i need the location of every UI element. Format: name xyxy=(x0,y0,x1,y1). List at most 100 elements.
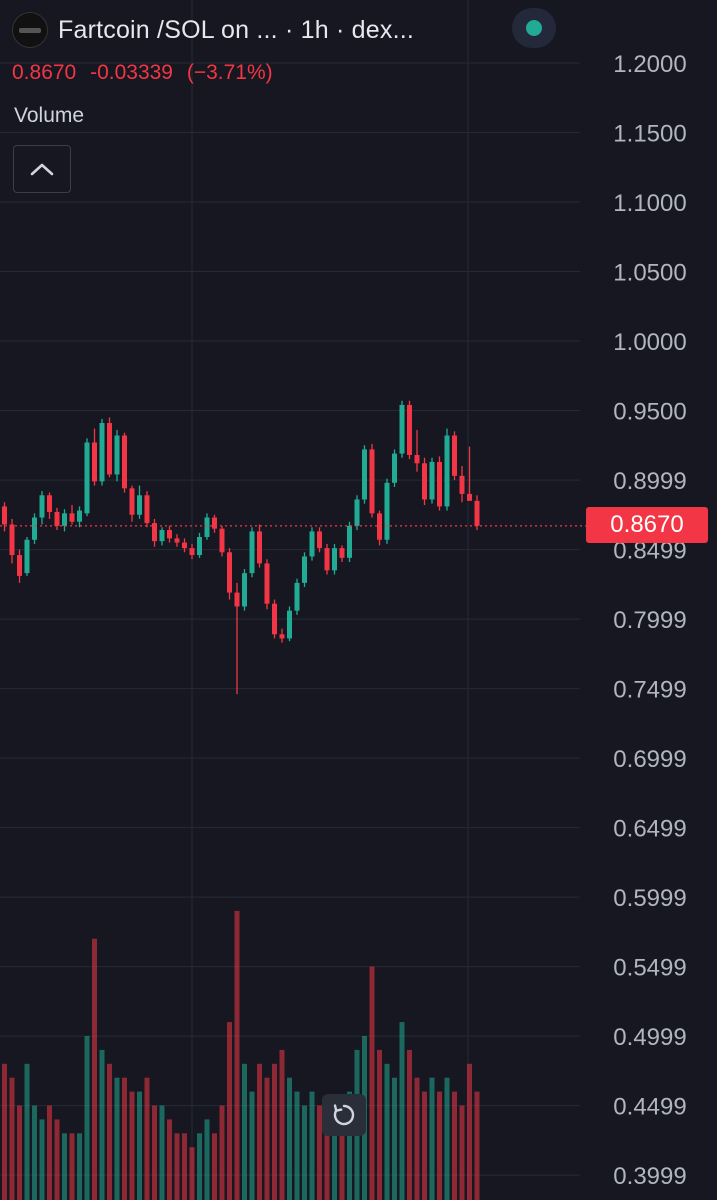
volume-bar xyxy=(62,1133,67,1200)
candle xyxy=(302,552,307,588)
candle xyxy=(377,510,382,546)
volume-bar xyxy=(377,1049,382,1200)
candle xyxy=(152,518,157,547)
candle xyxy=(242,568,247,611)
volume-bar xyxy=(384,1063,390,1200)
candle xyxy=(474,495,480,531)
candle xyxy=(144,491,150,528)
reset-chart-button[interactable] xyxy=(322,1094,366,1136)
candle xyxy=(84,438,90,517)
candle xyxy=(437,456,442,511)
volume-bar xyxy=(414,1077,420,1200)
candle xyxy=(47,492,52,519)
candle xyxy=(99,418,105,486)
candle xyxy=(137,485,142,519)
candle xyxy=(414,429,420,472)
volume-bar xyxy=(159,1105,165,1200)
candle xyxy=(114,429,120,482)
volume-bar xyxy=(122,1077,127,1200)
y-tick-label: 1.1000 xyxy=(613,190,686,217)
candle xyxy=(257,524,262,568)
volume-bar xyxy=(324,1119,330,1200)
volume-bar xyxy=(264,1077,270,1200)
candlestick-series xyxy=(2,400,480,695)
candle xyxy=(39,491,45,525)
y-tick-label: 1.2000 xyxy=(613,51,686,78)
candle xyxy=(332,543,337,575)
status-button[interactable] xyxy=(512,8,556,48)
last-price-tag: 0.8670 xyxy=(586,507,708,543)
volume-bar xyxy=(47,1105,52,1200)
symbol-title[interactable]: Fartcoin /SOL on ... · 1h · dex... xyxy=(58,15,415,44)
volume-bar xyxy=(234,910,240,1200)
volume-bar xyxy=(437,1091,442,1200)
volume-bar xyxy=(77,1133,82,1200)
volume-bar xyxy=(24,1063,30,1200)
candle xyxy=(17,549,22,583)
volume-bar xyxy=(92,938,97,1200)
candle xyxy=(234,582,240,695)
volume-indicator-label[interactable]: Volume xyxy=(14,104,85,127)
y-tick-label: 0.4999 xyxy=(613,1024,686,1051)
volume-bar xyxy=(392,1077,397,1200)
candle xyxy=(54,507,60,531)
candle xyxy=(287,606,292,642)
volume-bar xyxy=(137,1091,142,1200)
candle xyxy=(2,502,7,532)
y-tick-label: 0.6999 xyxy=(613,746,686,773)
y-tick-label: 0.8999 xyxy=(613,468,686,495)
volume-bar xyxy=(444,1077,450,1200)
volume-bar xyxy=(167,1119,172,1200)
candle xyxy=(159,527,165,546)
volume-bar xyxy=(317,1105,322,1200)
candle xyxy=(279,628,285,643)
candle xyxy=(204,513,210,540)
volume-bar xyxy=(294,1091,300,1200)
collapse-button[interactable] xyxy=(13,145,71,193)
volume-bar xyxy=(242,1063,247,1200)
volume-bar xyxy=(287,1077,292,1200)
candle xyxy=(362,445,367,504)
volume-bar xyxy=(197,1133,202,1200)
volume-bar xyxy=(227,1022,232,1200)
volume-bar xyxy=(249,1091,255,1200)
candle xyxy=(369,443,375,518)
y-tick-label: 1.0500 xyxy=(613,260,686,287)
volume-bar xyxy=(114,1077,120,1200)
price-change-percent: (−3.71%) xyxy=(186,61,273,84)
candle xyxy=(399,400,405,458)
y-tick-label: 0.7499 xyxy=(613,677,686,704)
y-tick-label: 1.0000 xyxy=(613,329,686,356)
y-tick-label: 0.5499 xyxy=(613,955,686,982)
volume-bars xyxy=(2,910,480,1200)
volume-bar xyxy=(369,966,375,1200)
candle xyxy=(249,527,255,578)
volume-bar xyxy=(32,1105,37,1200)
volume-bar xyxy=(39,1119,45,1200)
chevron-up-icon xyxy=(30,163,54,176)
candle xyxy=(272,599,277,639)
y-tick-label: 0.3999 xyxy=(613,1163,686,1190)
candle xyxy=(9,518,15,564)
candle xyxy=(24,536,30,576)
candle xyxy=(167,525,172,543)
volume-bar xyxy=(309,1091,315,1200)
volume-bar xyxy=(302,1105,307,1200)
candle xyxy=(384,478,390,544)
volume-bar xyxy=(339,1119,345,1200)
volume-bar xyxy=(54,1119,60,1200)
volume-bar xyxy=(107,1063,112,1200)
y-tick-label: 0.4499 xyxy=(613,1094,686,1121)
volume-bar xyxy=(99,1049,105,1200)
candle xyxy=(452,431,457,480)
chart-header: Fartcoin /SOL on ... · 1h · dex... xyxy=(12,10,512,50)
volume-bar xyxy=(69,1133,75,1200)
volume-bar xyxy=(144,1077,150,1200)
candle xyxy=(467,446,472,501)
volume-bar xyxy=(429,1077,435,1200)
candle xyxy=(122,432,127,493)
y-tick-label: 0.6499 xyxy=(613,816,686,843)
volume-bar xyxy=(17,1105,22,1200)
volume-bar xyxy=(9,1077,15,1200)
